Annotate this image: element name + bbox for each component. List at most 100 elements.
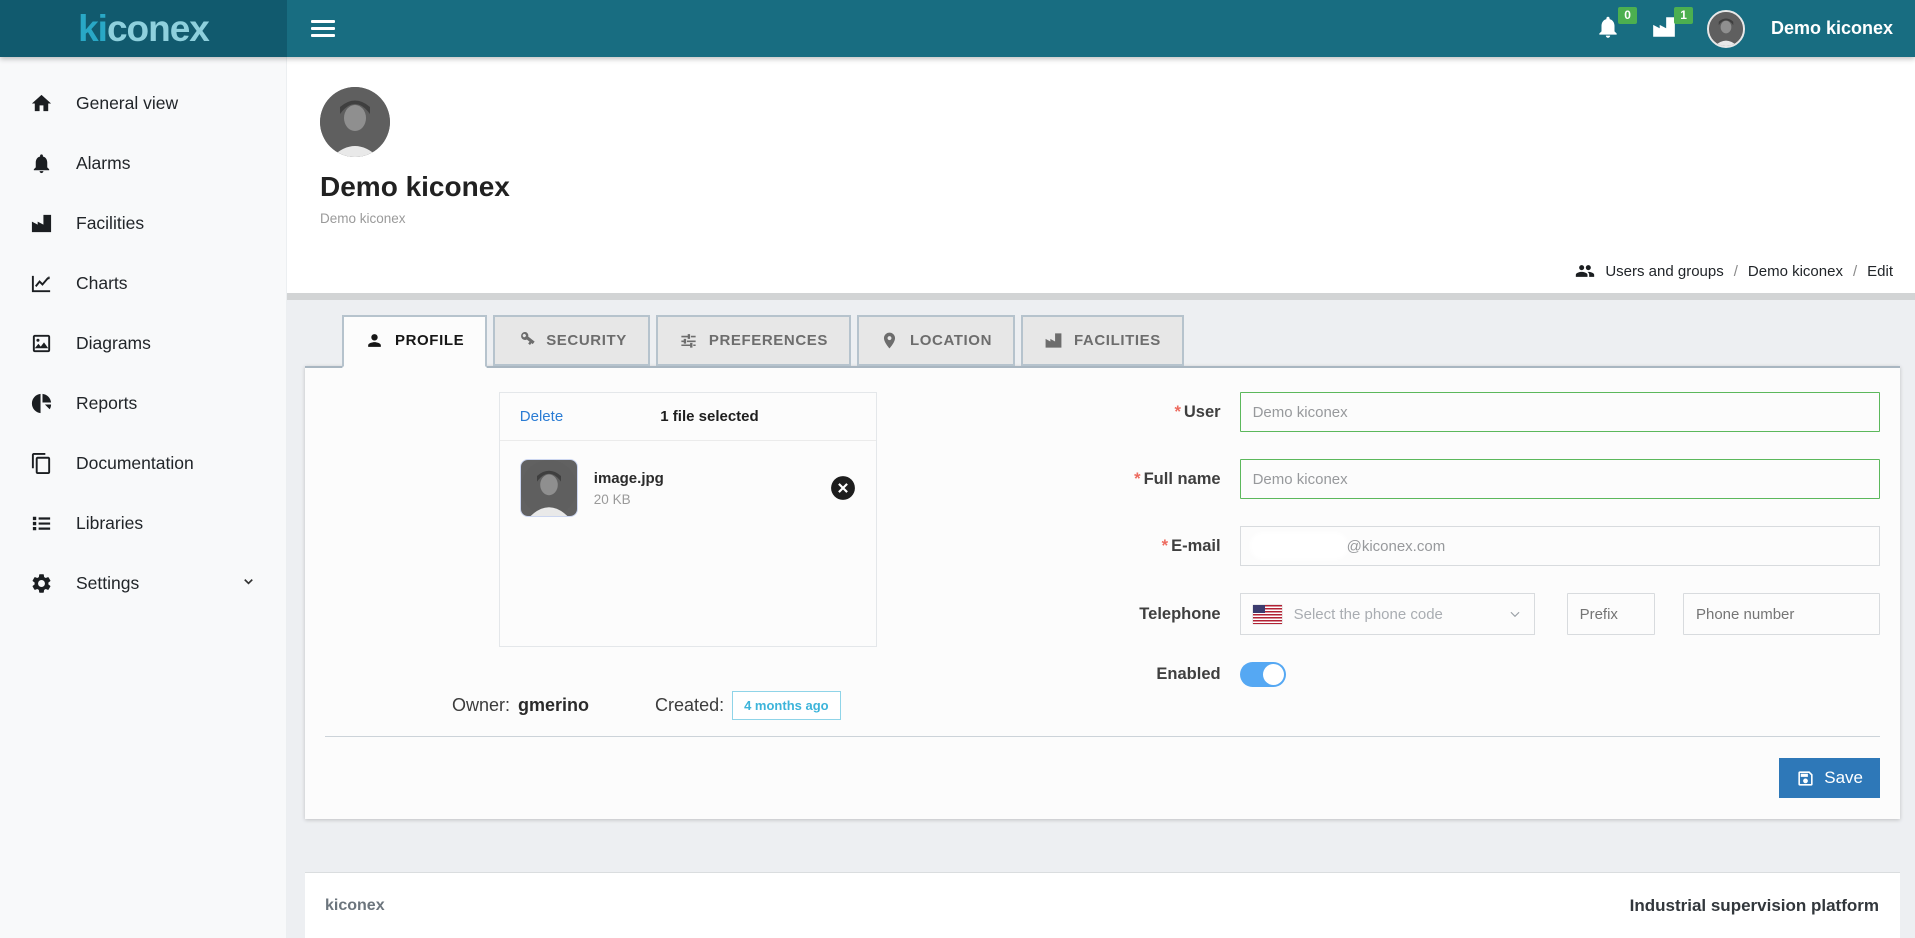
avatar-placeholder-icon [320,87,390,157]
email-input[interactable]: @kiconex.com [1239,526,1880,566]
factory-icon [1653,16,1675,37]
breadcrumb-users-and-groups[interactable]: Users and groups [1605,262,1724,280]
file-upload-box: Delete 1 file selected [498,392,877,647]
owner-meta: Owner: gmerino [452,695,589,716]
full-name-input[interactable] [1239,459,1880,499]
logo-conex: conex [106,7,210,49]
file-info: image.jpg 20 KB [594,470,664,507]
current-user-name[interactable]: Demo kiconex [1770,18,1893,38]
user-label: * User [1174,402,1221,421]
file-name: image.jpg [593,469,664,487]
tab-facilities[interactable]: FACILITIES [1021,315,1184,366]
logo[interactable]: kiconex [0,0,287,57]
page-title: Demo kiconex [320,171,510,202]
chevron-down-icon [241,573,256,594]
phone-number-input[interactable] [1682,593,1880,635]
sidebar-item-settings[interactable]: Settings [0,553,286,613]
avatar-placeholder-icon [520,460,577,516]
topbar-main: 0 1 Demo kiconex [287,0,1915,57]
logo-ki: ki [78,7,108,49]
sidebar-item-libraries[interactable]: Libraries [0,493,286,553]
file-selected-count: 1 file selected [660,408,759,425]
factory-icon [1045,333,1062,348]
sidebar-item-label: Reports [76,392,138,413]
footer: kiconex Industrial supervision platform [305,872,1900,938]
user-row: * User [1071,392,1880,432]
facilities-status-button[interactable]: 1 [1651,6,1693,44]
chevron-down-icon [1510,611,1520,618]
telephone-widgets: Select the phone code [1239,593,1880,635]
sidebar-item-alarms[interactable]: Alarms [0,133,286,193]
pie-chart-icon [31,393,52,413]
sidebar-item-label: Diagrams [76,332,151,353]
user-input[interactable] [1239,392,1880,432]
email-redacted-blur [1252,535,1345,557]
list-icon [32,516,51,530]
remove-file-button[interactable] [830,475,856,501]
full-name-label: * Full name [1134,469,1221,488]
tab-label: PREFERENCES [708,332,828,349]
tab-label: LOCATION [909,332,992,349]
telephone-row: Telephone Select the phone code [1071,593,1880,635]
sidebar-item-label: Charts [76,272,128,293]
save-button[interactable]: Save [1779,758,1880,798]
page-subtitle: Demo kiconex [320,211,406,226]
user-avatar[interactable] [1706,9,1745,48]
sidebar-item-diagrams[interactable]: Diagrams [0,313,286,373]
required-marker: * [1161,536,1169,555]
home-icon [31,94,52,111]
tab-label: PROFILE [395,332,465,349]
tab-security[interactable]: SECURITY [493,315,650,366]
sidebar-item-label: Facilities [76,212,145,233]
sidebar-item-label: General view [76,92,179,113]
breadcrumb-edit[interactable]: Edit [1867,262,1893,280]
work-area: PROFILE SECURITY PREFERENCES LOCATION FA… [287,300,1915,938]
bell-icon [1599,16,1617,38]
sidebar-item-facilities[interactable]: Facilities [0,193,286,253]
sidebar-item-general-view[interactable]: General view [0,73,286,133]
required-marker: * [1174,402,1181,421]
breadcrumb-separator: / [1852,262,1858,280]
sidebar: General view Alarms Facilities Charts Di… [0,57,287,938]
sidebar-item-documentation[interactable]: Documentation [0,433,286,493]
sidebar-item-charts[interactable]: Charts [0,253,286,313]
breadcrumb-demo-kiconex[interactable]: Demo kiconex [1747,262,1843,280]
section-divider [287,293,1915,300]
tab-profile[interactable]: PROFILE [342,315,488,368]
alarms-bell-button[interactable]: 0 [1595,6,1637,44]
factory-icon [31,214,52,232]
bell-icon [33,153,50,173]
tab-label: SECURITY [546,332,627,349]
tab-preferences[interactable]: PREFERENCES [655,315,851,366]
profile-avatar [320,87,390,157]
tab-location[interactable]: LOCATION [856,315,1015,366]
record-meta: Owner: gmerino Created: 4 months ago [452,691,1071,720]
close-circle-icon [830,476,855,500]
toggle-knob [1262,664,1284,685]
delete-file-link[interactable]: Delete [519,408,564,425]
breadcrumb-separator: / [1733,262,1738,280]
sidebar-item-label: Libraries [76,512,144,533]
prefix-input[interactable] [1566,593,1655,635]
key-icon [521,332,535,346]
sidebar-item-label: Alarms [76,152,131,173]
profile-header: Demo kiconex Demo kiconex Users and grou… [287,57,1915,293]
breadcrumb: Users and groups / Demo kiconex / Edit [1575,261,1893,281]
created-age-badge[interactable]: 4 months ago [732,691,841,720]
file-thumbnail [519,459,578,517]
line-chart-icon [31,275,51,292]
file-size: 20 KB [593,491,631,507]
profile-form-panel: Delete 1 file selected [305,366,1900,819]
email-label: * E-mail [1161,536,1221,555]
facility-count-badge: 1 [1674,6,1693,24]
required-marker: * [1134,469,1141,488]
hamburger-menu-icon[interactable] [311,16,335,41]
sidebar-item-reports[interactable]: Reports [0,373,286,433]
phone-code-select[interactable]: Select the phone code [1239,593,1535,635]
email-domain-text: @kiconex.com [1346,537,1446,555]
footer-brand: kiconex [325,896,385,914]
topbar-right: 0 1 Demo kiconex [1595,6,1893,48]
enabled-toggle[interactable] [1239,662,1286,687]
profile-form: *User *Full name *E-mail @kiconex.com [1071,392,1900,720]
floppy-save-icon [1798,770,1813,786]
